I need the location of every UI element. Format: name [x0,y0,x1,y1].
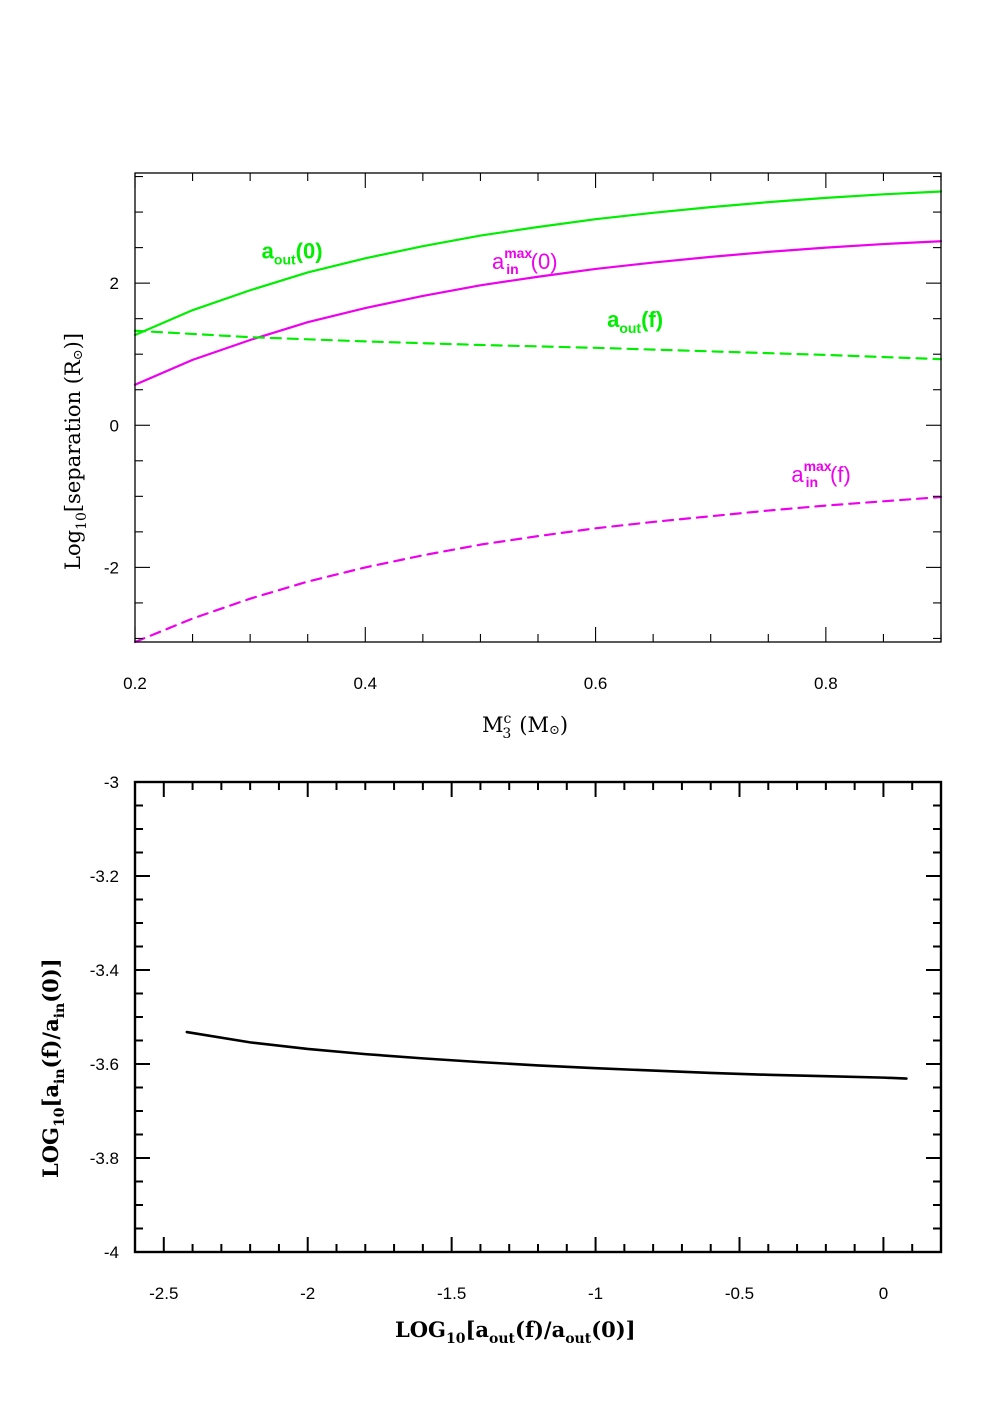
top-plot-area [133,190,943,644]
y-tick-label: -3.2 [90,867,119,886]
y-tick-label: 0 [110,416,119,435]
bottom-plot-area [185,1030,908,1080]
x-tick-label: -1.5 [437,1284,466,1303]
x-tick-label: -1 [588,1284,603,1303]
x-tick-label: 0.4 [353,674,377,693]
y-tick-label: -3.4 [90,961,119,980]
y-tick-label: -3 [104,773,119,792]
series-line-0 [133,190,943,337]
top-tick-labels: 0.2 0.4 0.6 0.8 -2 0 2 [104,274,838,693]
top-y-axis-label: Log10[separation (R⊙)] [61,333,90,570]
bottom-ticks [134,781,942,1253]
x-tick-label: -0.5 [725,1284,754,1303]
bottom-x-axis-label: LOG10[aout(f)/aout(0)] [395,1317,636,1347]
x-tick-label: 0.6 [584,674,608,693]
x-tick-label: 0.8 [814,674,838,693]
bottom-tick-labels: -2.5 -2 -1.5 -1 -0.5 0 -3 -3.2 -3.4 -3.6 -3.8 -4 [90,773,888,1303]
series-line-0 [185,1030,908,1080]
bottom-axes-frame [133,780,943,1254]
x-tick-label: 0 [879,1284,888,1303]
top-annotations: aout(0) amax in (0) aout(f) amax in (f) [262,238,851,490]
y-tick-label: -3.6 [90,1055,119,1074]
x-tick-label: -2.5 [149,1284,178,1303]
top-panel: 0.2 0.4 0.6 0.8 -2 0 2 aout(0) amax in (0) aout(f)… [61,172,943,742]
y-tick-label: -3.8 [90,1149,119,1168]
y-tick-label: 2 [110,274,119,293]
series-line-1 [133,240,943,386]
top-ticks [134,173,942,642]
top-x-axis-label: Mc 3 (M⊙) [482,711,568,742]
series-annotation: amax in (0) [492,245,558,277]
y-tick-label: -4 [104,1243,119,1262]
x-tick-label: 0.2 [123,674,147,693]
top-axes-frame [134,172,942,643]
series-line-3 [133,495,943,644]
series-line-2 [133,329,943,361]
series-annotation: aout(0) [262,238,323,267]
series-annotation: aout(f) [607,307,663,336]
bottom-panel: -2.5 -2 -1.5 -1 -0.5 0 -3 -3.2 -3.4 -3.6 -3.8 -4 LO… [38,773,943,1347]
y-tick-label: -2 [104,558,119,577]
x-tick-label: -2 [300,1284,315,1303]
series-annotation: amax in (f) [791,458,851,490]
bottom-y-axis-label: LOG10[ain(f)/ain(0)] [38,958,68,1178]
